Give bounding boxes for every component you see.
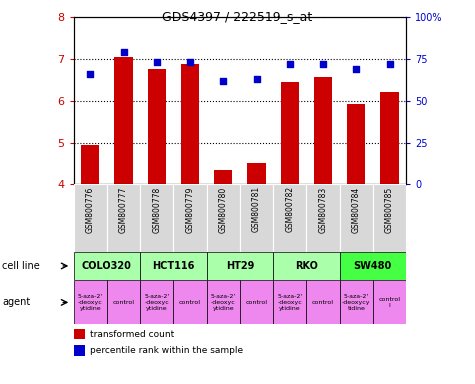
Text: GSM800779: GSM800779: [186, 186, 194, 233]
Text: GSM800778: GSM800778: [152, 186, 161, 233]
Bar: [207, 184, 240, 252]
Text: GSM800781: GSM800781: [252, 186, 261, 232]
Point: [286, 61, 294, 67]
Text: 5-aza-2'
-deoxyc
ytidine: 5-aza-2' -deoxyc ytidine: [277, 294, 303, 311]
Text: transformed count: transformed count: [90, 329, 174, 339]
Bar: [74, 184, 107, 252]
Bar: [107, 280, 140, 324]
Point: [219, 78, 227, 84]
Bar: [214, 170, 232, 184]
Text: GSM800784: GSM800784: [352, 186, 361, 233]
Bar: [380, 93, 399, 184]
Bar: [114, 57, 133, 184]
Bar: [340, 252, 406, 280]
Bar: [347, 104, 365, 184]
Text: HCT116: HCT116: [152, 261, 195, 271]
Bar: [373, 280, 406, 324]
Bar: [306, 184, 340, 252]
Text: 5-aza-2'
-deoxyc
ytidine: 5-aza-2' -deoxyc ytidine: [77, 294, 103, 311]
Bar: [74, 329, 86, 339]
Text: GDS4397 / 222519_s_at: GDS4397 / 222519_s_at: [162, 10, 313, 23]
Text: control
l: control l: [379, 297, 400, 308]
Text: HT29: HT29: [226, 261, 254, 271]
Bar: [74, 280, 107, 324]
Bar: [81, 145, 99, 184]
Bar: [273, 280, 306, 324]
Text: control: control: [179, 300, 201, 305]
Text: GSM800782: GSM800782: [285, 186, 294, 232]
Bar: [107, 184, 140, 252]
Point: [352, 66, 360, 72]
Point: [253, 76, 260, 82]
Point: [153, 59, 161, 65]
Bar: [340, 184, 373, 252]
Text: COLO320: COLO320: [82, 261, 132, 271]
Text: GSM800783: GSM800783: [319, 186, 327, 233]
Point: [186, 59, 194, 65]
Text: cell line: cell line: [2, 261, 40, 271]
Bar: [140, 252, 207, 280]
Bar: [281, 82, 299, 184]
Bar: [74, 252, 140, 280]
Bar: [247, 162, 266, 184]
Point: [120, 49, 127, 55]
Text: agent: agent: [2, 297, 30, 308]
Text: SW480: SW480: [354, 261, 392, 271]
Text: 5-aza-2'
-deoxyc
ytidine: 5-aza-2' -deoxyc ytidine: [210, 294, 236, 311]
Bar: [207, 252, 273, 280]
Bar: [181, 65, 199, 184]
Bar: [240, 280, 273, 324]
Text: control: control: [113, 300, 134, 305]
Bar: [74, 345, 86, 356]
Bar: [148, 70, 166, 184]
Text: control: control: [246, 300, 267, 305]
Text: GSM800776: GSM800776: [86, 186, 95, 233]
Bar: [140, 184, 173, 252]
Point: [86, 71, 94, 77]
Text: GSM800780: GSM800780: [219, 186, 228, 233]
Bar: [373, 184, 406, 252]
Text: GSM800777: GSM800777: [119, 186, 128, 233]
Bar: [340, 280, 373, 324]
Text: RKO: RKO: [295, 261, 318, 271]
Text: control: control: [312, 300, 334, 305]
Text: GSM800785: GSM800785: [385, 186, 394, 233]
Bar: [140, 280, 173, 324]
Text: 5-aza-2'
-deoxycy
tidine: 5-aza-2' -deoxycy tidine: [342, 294, 370, 311]
Bar: [273, 184, 306, 252]
Bar: [314, 76, 332, 184]
Text: 5-aza-2'
-deoxyc
ytidine: 5-aza-2' -deoxyc ytidine: [144, 294, 170, 311]
Text: percentile rank within the sample: percentile rank within the sample: [90, 346, 243, 355]
Bar: [306, 280, 340, 324]
Bar: [207, 280, 240, 324]
Bar: [240, 184, 273, 252]
Point: [386, 61, 393, 67]
Bar: [273, 252, 340, 280]
Point: [319, 61, 327, 67]
Bar: [173, 184, 207, 252]
Bar: [173, 280, 207, 324]
